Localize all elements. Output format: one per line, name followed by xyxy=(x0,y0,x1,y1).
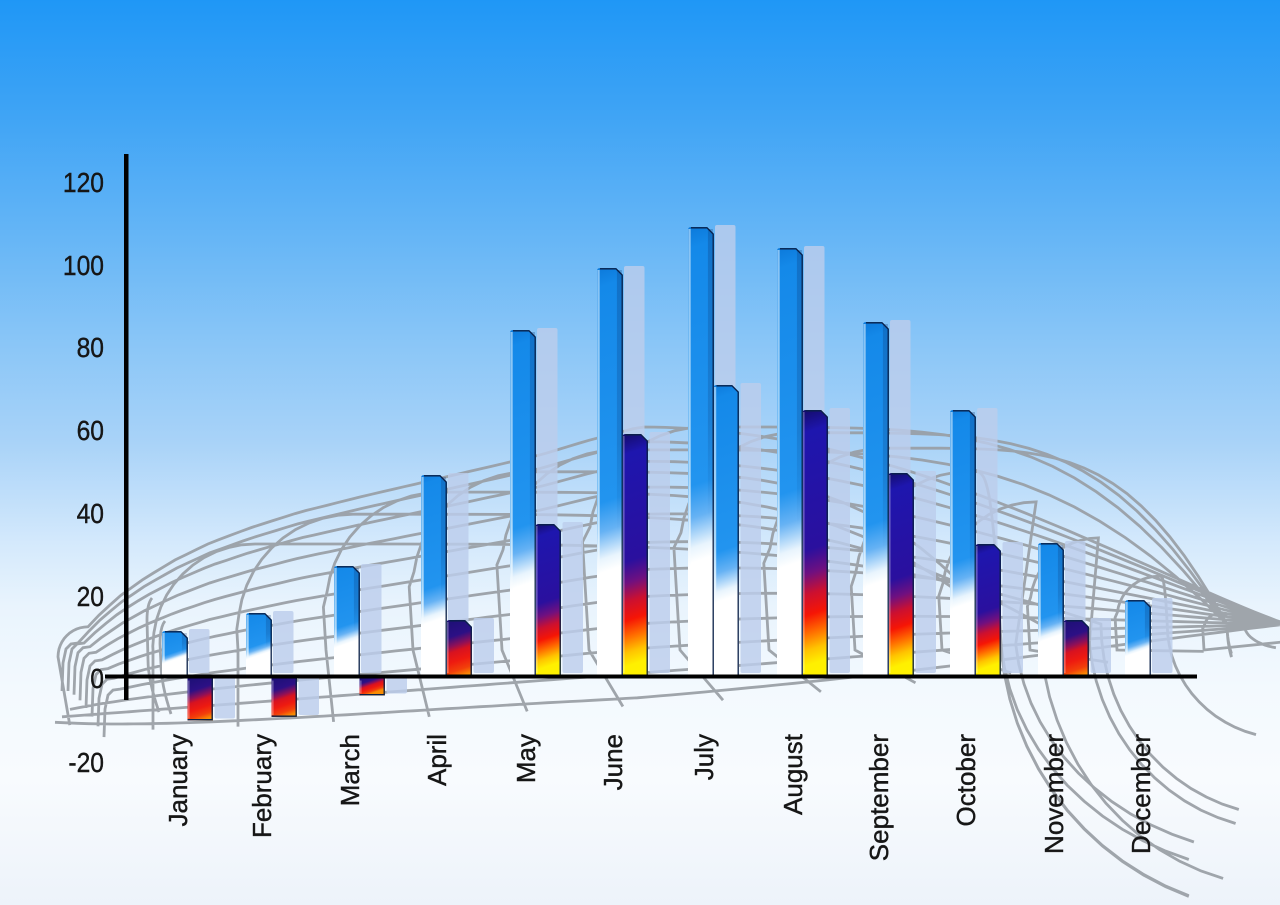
svg-text:0: 0 xyxy=(90,663,104,695)
svg-text:December: December xyxy=(1126,734,1156,854)
svg-text:June: June xyxy=(598,734,628,790)
svg-text:September: September xyxy=(864,734,894,862)
svg-text:80: 80 xyxy=(77,332,104,364)
svg-text:120: 120 xyxy=(63,167,104,199)
svg-text:March: March xyxy=(335,734,365,806)
svg-text:April: April xyxy=(422,734,452,786)
svg-text:July: July xyxy=(689,734,719,780)
svg-text:November: November xyxy=(1039,734,1069,854)
svg-text:-20: -20 xyxy=(68,747,104,779)
svg-text:100: 100 xyxy=(63,250,104,282)
svg-text:May: May xyxy=(511,734,541,783)
svg-text:40: 40 xyxy=(77,498,104,530)
svg-text:October: October xyxy=(951,734,981,827)
svg-text:January: January xyxy=(163,734,193,827)
svg-text:August: August xyxy=(778,733,808,815)
svg-text:60: 60 xyxy=(77,415,104,447)
svg-text:February: February xyxy=(247,734,277,838)
svg-text:20: 20 xyxy=(77,581,104,613)
